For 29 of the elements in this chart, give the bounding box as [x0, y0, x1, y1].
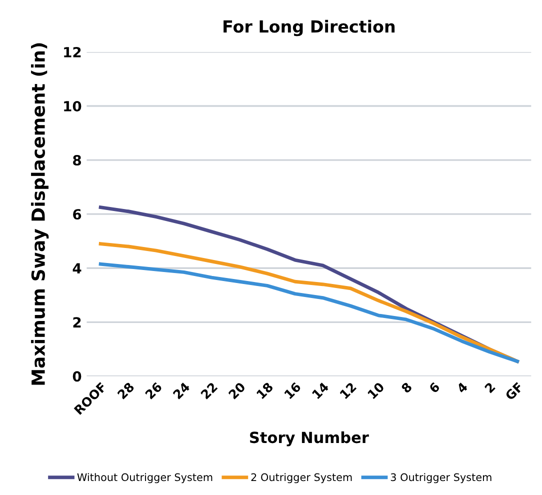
- x-tick-label: 18: [256, 382, 274, 400]
- x-tick-label: 6: [428, 382, 440, 394]
- x-tick-label: 10: [367, 382, 385, 400]
- x-tick-label: 4: [456, 382, 468, 394]
- x-tick-label: 26: [144, 382, 163, 400]
- x-tick-label: 24: [172, 382, 190, 400]
- legend-label: Without Outrigger System: [77, 473, 212, 484]
- x-axis-title: Story Number: [250, 431, 369, 446]
- y-tick-label: 4: [72, 263, 82, 274]
- y-tick-label: 10: [64, 100, 82, 112]
- y-tick-label: 2: [73, 317, 81, 328]
- chart-title: For Long Direction: [224, 20, 395, 36]
- legend-label: 2 Outrigger System: [251, 473, 352, 484]
- y-tick-label: 0: [72, 371, 82, 382]
- y-tick-label: 8: [73, 155, 81, 166]
- x-tick-label: 20: [228, 382, 246, 400]
- x-tick-label: 14: [312, 382, 330, 400]
- x-tick-label: 12: [339, 382, 357, 400]
- x-tick-label: 22: [200, 382, 218, 400]
- x-tick-label: 8: [400, 382, 412, 394]
- x-tick-label: 2: [484, 382, 496, 394]
- y-tick-label: 6: [73, 209, 82, 220]
- x-tick-label: 16: [284, 382, 302, 400]
- x-tick-label: GF: [504, 382, 524, 401]
- line-series: [98, 262, 520, 364]
- x-tick-label: 28: [116, 382, 135, 400]
- y-axis-title: Maximum Sway Displacement (in): [31, 43, 49, 385]
- legend-label: 3 Outrigger System: [390, 473, 492, 484]
- y-tick-label: 12: [64, 46, 81, 58]
